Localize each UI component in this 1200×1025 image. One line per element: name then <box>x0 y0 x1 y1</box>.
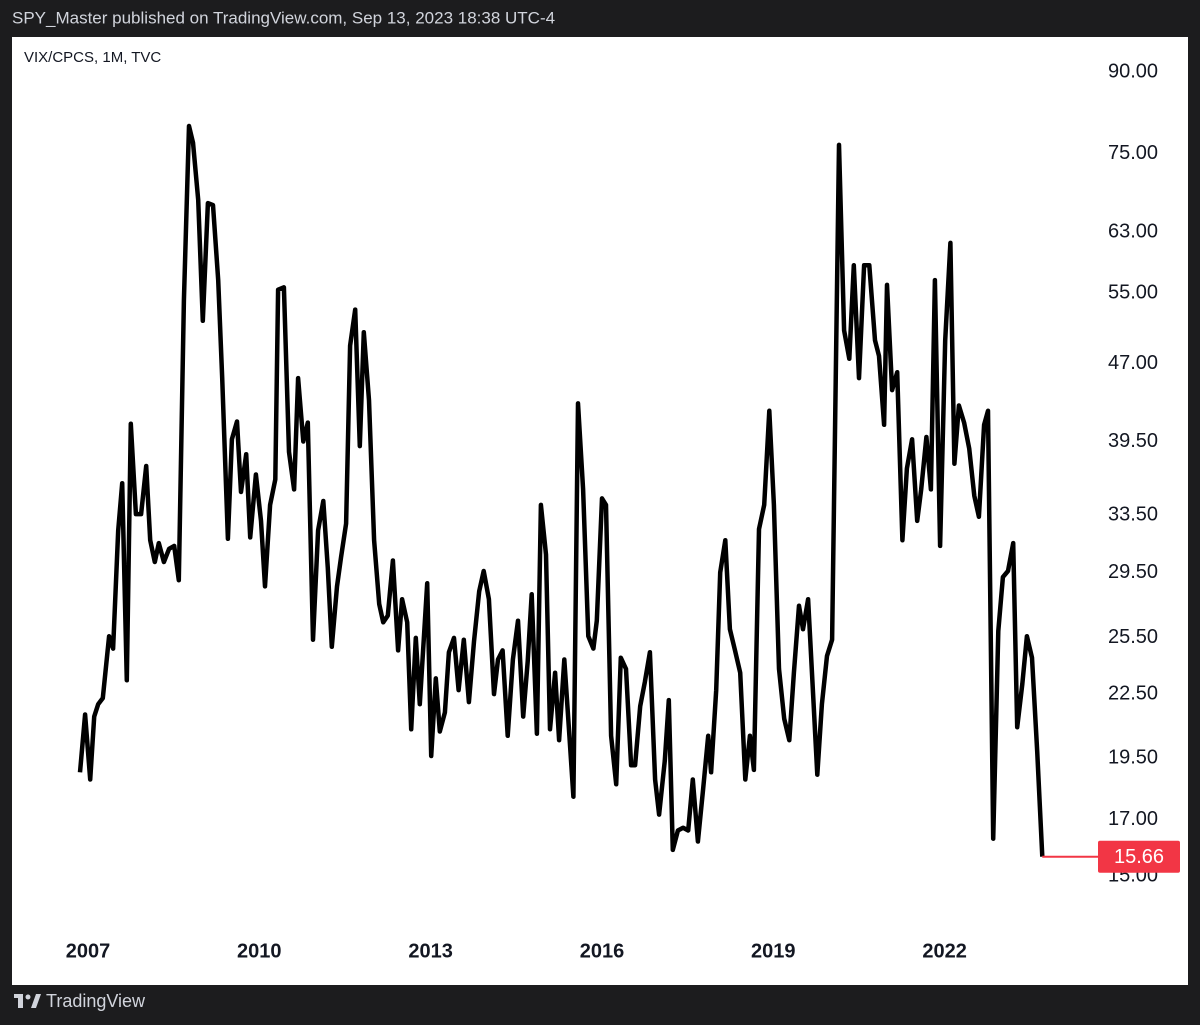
x-tick-label: 2013 <box>408 940 453 962</box>
last-value-label: 15.66 <box>1114 846 1164 868</box>
y-tick-label: 39.50 <box>1108 430 1158 452</box>
x-tick-label: 2019 <box>751 940 796 962</box>
logo-dot <box>25 994 31 1000</box>
chart-title: VIX/CPCS, 1M, TVC <box>24 49 161 66</box>
x-tick-label: 2016 <box>580 940 625 962</box>
logo-stem <box>18 994 23 1008</box>
last-value-box <box>1098 840 1180 873</box>
y-tick-label: 63.00 <box>1108 220 1158 242</box>
x-tick-label: 2010 <box>237 940 282 962</box>
y-tick-label: 29.50 <box>1108 561 1158 583</box>
x-tick-label: 2022 <box>922 940 967 962</box>
line <box>77 123 1045 857</box>
y-tick-label: 25.50 <box>1108 626 1158 648</box>
y-tick-label: 22.50 <box>1108 682 1158 704</box>
logo <box>14 994 41 1008</box>
y-tick-label: 55.00 <box>1108 281 1158 303</box>
y-tick-label: 47.00 <box>1108 352 1158 374</box>
x-tick-label: 2007 <box>66 940 111 962</box>
header-text: SPY_Master published on TradingView.com,… <box>12 8 555 27</box>
y-tick-label: 90.00 <box>1108 60 1158 82</box>
y-tick-label: 75.00 <box>1108 142 1158 164</box>
y-tick-label: 17.00 <box>1108 808 1158 830</box>
footer-brand: TradingView <box>46 991 146 1011</box>
y-tick-label: 33.50 <box>1108 504 1158 526</box>
logo-slash <box>31 994 41 1008</box>
y-tick-label: 19.50 <box>1108 747 1158 769</box>
